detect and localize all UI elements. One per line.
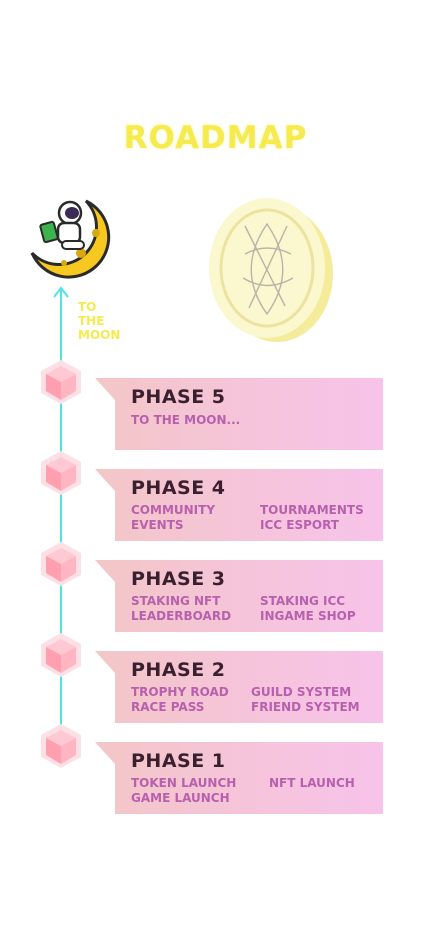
phase-item: INGAME SHOP [260,609,356,623]
phase-item: TROPHY ROAD [131,685,229,699]
timeline-line [60,290,62,750]
phase-5-card: PHASE 5 TO THE MOON... [95,378,383,450]
phase-item: TO THE MOON... [131,413,241,427]
astronaut-moon-icon [26,193,112,279]
card-background [95,651,383,723]
phase-item: TOURNAMENTS [260,503,364,517]
cube-icon [41,724,81,768]
phase-1-card: PHASE 1 TOKEN LAUNCH NFT LAUNCH GAME LAU… [95,742,383,814]
phase-title: PHASE 5 [131,386,226,408]
phase-item: FRIEND SYSTEM [251,700,360,714]
phase-item: GUILD SYSTEM [251,685,352,699]
phase-item: STAKING ICC [260,594,346,608]
cube-icon [41,360,81,404]
phase-item: LEADERBOARD [131,609,232,623]
phase-4-card: PHASE 4 COMMUNITY TOURNAMENTS EVENTS ICC… [95,469,383,541]
phase-3-card: PHASE 3 STAKING NFT STAKING ICC LEADERBO… [95,560,383,632]
to-the-moon-label: TO THE MOON [78,300,121,342]
arrow-up-icon [53,286,69,298]
phase-2-card: PHASE 2 TROPHY ROAD GUILD SYSTEM RACE PA… [95,651,383,723]
cube-icon [41,451,81,495]
phase-title: PHASE 4 [131,477,226,499]
phase-item: GAME LAUNCH [131,791,230,805]
phase-item: NFT LAUNCH [269,776,355,790]
roadmap-title: ROADMAP [123,120,308,156]
phase-item: COMMUNITY [131,503,216,517]
phase-item: TOKEN LAUNCH [131,776,237,790]
cube-icon [41,542,81,586]
card-background [95,742,383,814]
phase-item: RACE PASS [131,700,205,714]
coin-icon [205,196,337,344]
phase-item: ICC ESPORT [260,518,339,532]
card-background [95,469,383,541]
phase-title: PHASE 1 [131,750,226,772]
card-background [95,378,383,450]
cube-icon [41,633,81,677]
phase-item: EVENTS [131,518,184,532]
card-background [95,560,383,632]
phase-title: PHASE 2 [131,659,226,681]
phase-title: PHASE 3 [131,568,226,590]
phase-item: STAKING NFT [131,594,221,608]
